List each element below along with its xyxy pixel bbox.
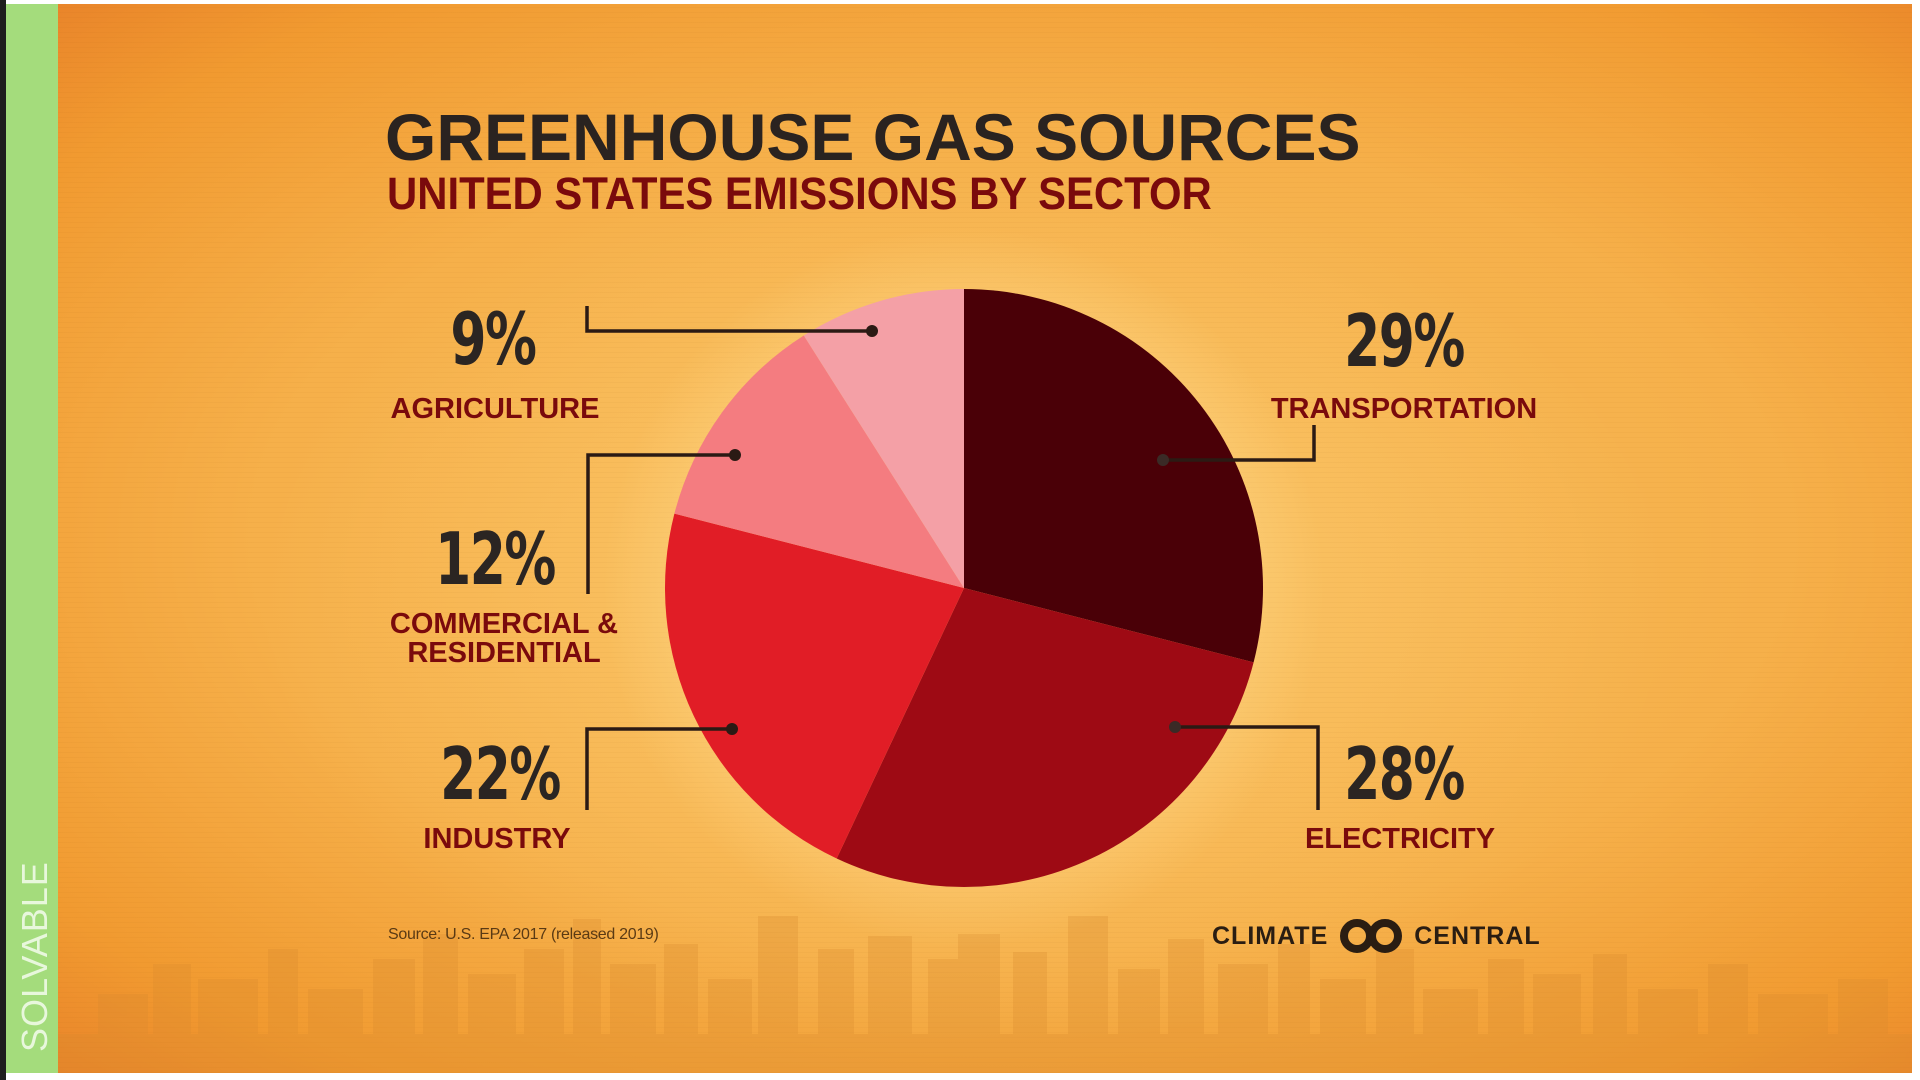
brand-word-left: CLIMATE bbox=[1212, 921, 1329, 950]
pie-slice-industry bbox=[664, 513, 964, 859]
electricity-label: ELECTRICITY bbox=[1304, 823, 1496, 855]
window-border bbox=[0, 0, 6, 1080]
pie-slice-electricity bbox=[836, 588, 1254, 887]
transportation-percent: 29% bbox=[1344, 299, 1465, 383]
pie-slice-transportation bbox=[964, 289, 1264, 663]
side-label: SOLVABLE bbox=[14, 861, 55, 1052]
industry-percent: 22% bbox=[440, 732, 561, 816]
chart-subtitle: UNITED STATES EMISSIONS BY SECTOR bbox=[387, 168, 1212, 219]
infographic: GREENHOUSE GAS SOURCES UNITED STATES EMI… bbox=[58, 4, 1912, 1073]
electricity-percent: 28% bbox=[1344, 732, 1465, 816]
leader-line-industry bbox=[585, 727, 732, 810]
commercial-percent: 12% bbox=[435, 517, 556, 601]
agriculture-percent: 9% bbox=[450, 297, 537, 381]
city-skyline-graphic bbox=[58, 916, 1912, 1073]
interlocking-rings-icon bbox=[1340, 919, 1403, 953]
pie-slice-agriculture bbox=[803, 289, 964, 588]
side-strip bbox=[6, 4, 58, 1073]
climate-central-logo: CLIMATE CENTRAL bbox=[1212, 918, 1541, 954]
leader-lines bbox=[585, 306, 1320, 810]
agriculture-label: AGRICULTURE bbox=[390, 393, 600, 425]
leader-line-transportation bbox=[1163, 425, 1316, 462]
leader-line-agriculture bbox=[585, 306, 872, 333]
commercial-label-line2: RESIDENTIAL bbox=[407, 637, 601, 669]
leader-line-electricity bbox=[1175, 725, 1320, 810]
transportation-label: TRANSPORTATION bbox=[1270, 393, 1538, 425]
source-note: Source: U.S. EPA 2017 (released 2019) bbox=[388, 926, 659, 943]
brand-word-right: CENTRAL bbox=[1414, 921, 1541, 950]
pie-chart bbox=[585, 228, 1324, 948]
chart-title: GREENHOUSE GAS SOURCES bbox=[385, 100, 1361, 174]
industry-label: INDUSTRY bbox=[423, 823, 571, 855]
pie-slice-commercial-residential bbox=[674, 335, 964, 588]
leader-dots bbox=[726, 325, 1181, 735]
leader-line-commercial bbox=[586, 453, 735, 594]
pie-slices bbox=[664, 289, 1264, 887]
commercial-label-line1: COMMERCIAL & bbox=[389, 608, 619, 640]
